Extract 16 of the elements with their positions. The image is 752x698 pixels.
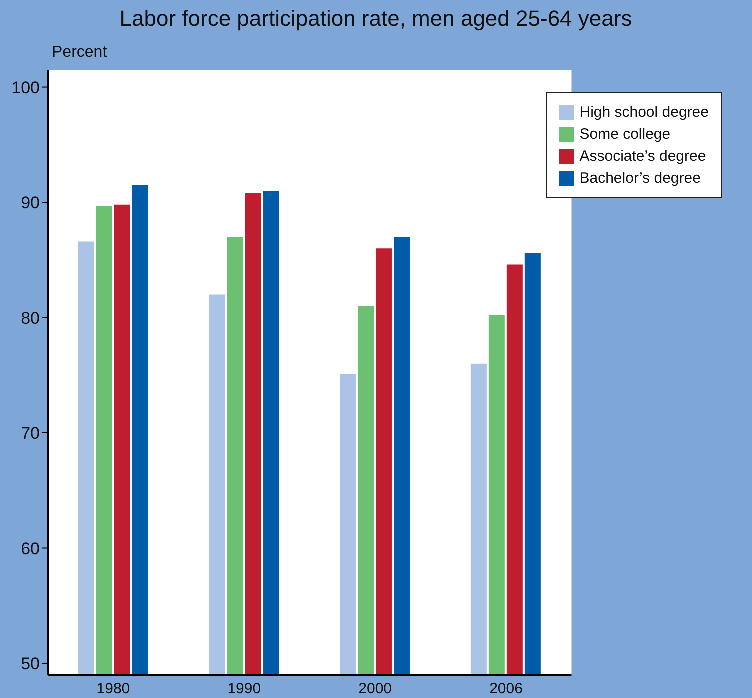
chart-title: Labor force participation rate, men aged 25-64 years: [118, 6, 634, 32]
y-tick-label: 100: [12, 78, 40, 98]
legend-label: Associate’s degree: [580, 148, 706, 164]
y-tick-label: 80: [21, 308, 40, 328]
y-tick-label: 70: [21, 424, 40, 444]
x-tick-label: 2006: [490, 680, 523, 698]
x-tick-label: 2000: [358, 680, 392, 698]
y-axis-title: Percent: [52, 44, 108, 62]
legend-label: Bachelor’s degree: [580, 170, 701, 186]
legend-label: Some college: [580, 126, 671, 142]
x-tick-label: 1980: [96, 680, 130, 698]
y-tick-label: 90: [21, 194, 40, 213]
y-tick-label: 60: [21, 539, 40, 558]
x-tick-label: 1990: [228, 680, 262, 698]
y-tick-label: 50: [21, 654, 40, 674]
legend-label: High school degree: [580, 104, 709, 120]
